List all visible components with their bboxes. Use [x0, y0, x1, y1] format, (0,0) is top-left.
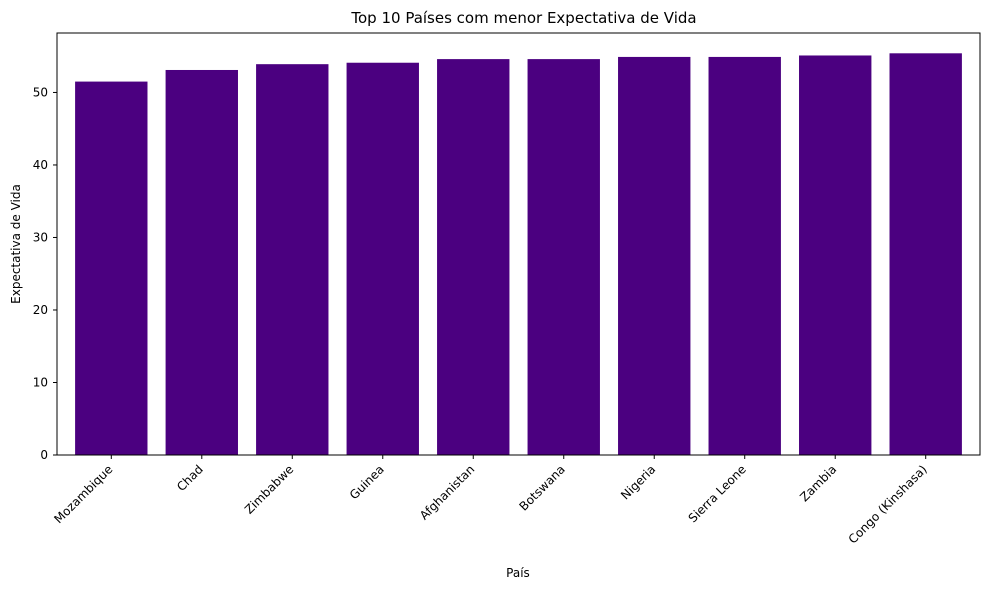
x-tick-label: Mozambique	[51, 462, 115, 526]
x-tick-label: Botswana	[516, 462, 567, 513]
bar-chad	[165, 69, 238, 456]
x-tick-label: Congo (Kinshasa)	[846, 462, 930, 546]
plot-area-frame	[56, 32, 981, 456]
bar-afghanistan	[437, 59, 510, 456]
bar-sierra-leone	[708, 56, 781, 456]
bar-mozambique	[75, 81, 148, 456]
x-tick-label: Afghanistan	[417, 462, 477, 522]
bar-zambia	[799, 55, 872, 456]
x-tick-label: Nigeria	[618, 462, 658, 502]
bar-zimbabwe	[256, 64, 329, 455]
y-tick-label: 20	[33, 303, 48, 317]
bar-nigeria	[618, 56, 691, 456]
bar-guinea	[346, 62, 419, 456]
y-axis-label: Expectativa de Vida	[9, 184, 23, 304]
x-tick-label: Chad	[174, 462, 206, 494]
x-axis-ticks: Mozambique Chad Zimbabwe Guinea Afghanistan B…	[51, 455, 930, 546]
y-tick-label: 40	[33, 158, 48, 172]
y-tick-label: 30	[33, 230, 48, 244]
x-tick-label: Zambia	[797, 462, 839, 504]
y-tick-label: 10	[33, 375, 48, 389]
x-axis-label: País	[506, 566, 530, 580]
bar-botswana	[527, 59, 600, 456]
x-tick-label: Zimbabwe	[242, 462, 296, 516]
y-tick-label: 50	[33, 85, 48, 99]
x-tick-label: Guinea	[347, 462, 387, 502]
bars-layer	[75, 53, 962, 456]
bar-congo-kinshasa	[889, 53, 962, 456]
chart-title: Top 10 Países com menor Expectativa de V…	[350, 9, 696, 27]
x-tick-label: Sierra Leone	[686, 462, 749, 525]
y-axis-ticks: 0 10 20 30 40 50	[33, 85, 57, 462]
y-tick-label: 0	[40, 448, 48, 462]
